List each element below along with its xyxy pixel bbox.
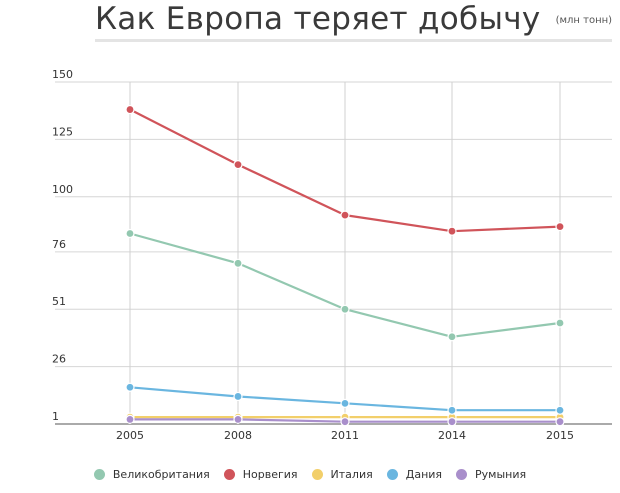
data-point [340,417,350,427]
data-point [233,391,243,402]
data-point [555,417,565,427]
chart-subtitle: (млн тонн) [555,15,613,26]
legend-label: Норвегия [242,468,298,481]
data-point [233,160,243,170]
legend-label: Италия [330,468,373,481]
legend-swatch [456,469,468,480]
x-tick-label: 2015 [546,429,574,442]
title-underline [95,39,612,42]
data-point [447,405,457,415]
chart-title-block: Как Европа теряет добычу (млн тонн) [95,0,612,40]
data-point [555,405,565,415]
chart-legend: Великобритания Норвегия Италия Дания Румыния [0,468,620,481]
x-tick-label: 2008 [224,429,252,442]
data-point [555,318,565,328]
data-point [125,414,135,425]
data-point [125,104,135,115]
data-point [233,258,243,268]
data-point [555,222,565,232]
data-point [125,382,135,392]
y-tick-label: 125 [52,125,73,138]
y-tick-label: 76 [52,238,66,251]
legend-item: Великобритания [93,468,210,481]
y-tick-label: 100 [52,183,73,196]
x-tick-label: 2014 [438,429,466,442]
data-point [447,332,457,342]
legend-swatch [386,469,398,480]
data-point [340,210,350,220]
y-tick-label: 1 [52,410,59,423]
data-point [233,414,243,425]
chart-title: Как Европа теряет добычу [95,1,541,37]
y-tick-label: 51 [52,295,66,308]
data-point [340,304,350,314]
x-tick-label: 2005 [116,429,144,442]
legend-label: Дания [405,468,443,481]
x-tick-label: 2011 [331,429,359,442]
y-tick-label: 150 [52,68,73,81]
data-point [447,417,457,427]
y-tick-label: 26 [52,353,66,366]
legend-item: Румыния [456,468,526,481]
data-point [125,228,135,239]
legend-label: Румыния [475,468,527,481]
legend-item: Норвегия [223,468,298,481]
data-point [340,398,350,408]
legend-label: Великобритания [112,468,210,481]
legend-swatch [311,469,323,480]
legend-item: Дания [386,468,443,481]
legend-swatch [223,469,235,480]
legend-swatch [93,469,105,480]
legend-item: Италия [311,468,373,481]
data-point [447,226,457,236]
line-chart: 150 125 100 76 51 26 1 2005 2008 2011 2014 2015 [52,68,612,442]
